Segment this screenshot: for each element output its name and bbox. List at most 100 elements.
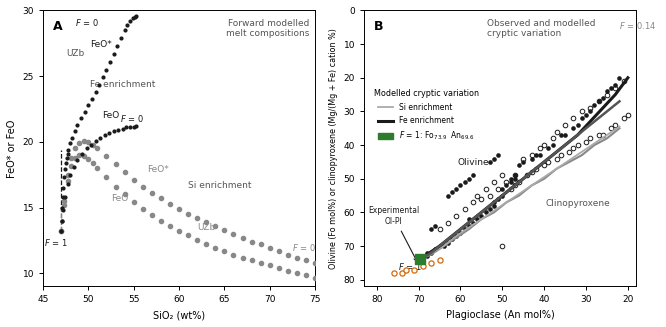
- Point: [577, 115, 587, 121]
- Point: [568, 126, 579, 131]
- Point: [526, 169, 537, 175]
- Text: FeO*: FeO*: [90, 40, 112, 49]
- Point: [535, 146, 545, 151]
- Y-axis label: Olivine (Fo mol%) or clinopyroxene (Mg/(Mg + Fe) cation %): Olivine (Fo mol%) or clinopyroxene (Mg/(…: [329, 28, 338, 269]
- Point: [388, 270, 399, 276]
- Point: [484, 206, 495, 212]
- Point: [585, 136, 595, 141]
- Point: [501, 183, 511, 188]
- Text: FeO: FeO: [111, 194, 129, 203]
- Text: Clinopyroxene: Clinopyroxene: [545, 199, 610, 208]
- Point: [522, 173, 533, 178]
- Point: [618, 115, 629, 121]
- Point: [430, 247, 441, 252]
- Point: [497, 173, 507, 178]
- Point: [526, 153, 537, 158]
- Point: [505, 176, 516, 181]
- X-axis label: SiO₂ (wt%): SiO₂ (wt%): [153, 310, 205, 320]
- Point: [443, 220, 454, 225]
- Point: [593, 99, 604, 104]
- Point: [509, 173, 520, 178]
- Point: [460, 180, 470, 185]
- Text: $\mathit{F}$ = 1: $\mathit{F}$ = 1: [398, 261, 422, 272]
- Point: [589, 102, 599, 107]
- Point: [489, 200, 500, 205]
- Point: [489, 156, 500, 161]
- Point: [426, 250, 436, 255]
- Point: [501, 180, 511, 185]
- Point: [606, 85, 617, 91]
- Point: [505, 186, 516, 192]
- Text: UZb: UZb: [197, 223, 215, 232]
- Point: [455, 183, 466, 188]
- Point: [426, 227, 436, 232]
- Point: [530, 153, 541, 158]
- Point: [610, 85, 621, 91]
- Point: [518, 156, 529, 161]
- Point: [518, 159, 529, 164]
- Point: [493, 196, 503, 201]
- Point: [434, 227, 445, 232]
- Text: FeO*: FeO*: [147, 165, 169, 174]
- Text: Olivine: Olivine: [457, 158, 489, 167]
- Point: [468, 173, 478, 178]
- Text: Fe enrichment: Fe enrichment: [90, 80, 156, 89]
- Point: [460, 206, 470, 212]
- Point: [551, 129, 562, 134]
- Point: [464, 216, 474, 222]
- Point: [597, 95, 608, 101]
- Point: [414, 257, 424, 262]
- Point: [593, 99, 604, 104]
- Point: [438, 244, 449, 249]
- Point: [597, 132, 608, 138]
- Y-axis label: FeO* or FeO: FeO* or FeO: [7, 119, 17, 178]
- Point: [547, 136, 558, 141]
- Point: [543, 146, 553, 151]
- Point: [418, 264, 428, 269]
- Point: [493, 153, 503, 158]
- Point: [509, 183, 520, 188]
- Point: [443, 193, 454, 198]
- Point: [455, 230, 466, 235]
- Text: $\mathit{F}$ = 1: $\mathit{F}$ = 1: [44, 236, 68, 248]
- Point: [418, 257, 428, 262]
- Text: UZb: UZb: [67, 49, 85, 59]
- Point: [601, 89, 612, 94]
- Point: [396, 270, 407, 276]
- Text: $\mathit{F}$ = 0: $\mathit{F}$ = 0: [292, 242, 316, 253]
- Point: [497, 186, 507, 192]
- Point: [535, 153, 545, 158]
- Point: [526, 156, 537, 161]
- Point: [593, 132, 604, 138]
- Text: $\mathit{F}$ = 0: $\mathit{F}$ = 0: [120, 113, 144, 124]
- Point: [543, 159, 553, 164]
- Point: [601, 92, 612, 97]
- Point: [451, 186, 462, 192]
- Text: FeO: FeO: [102, 111, 119, 120]
- Point: [409, 267, 420, 272]
- Point: [581, 112, 591, 117]
- Point: [547, 143, 558, 148]
- Point: [468, 200, 478, 205]
- Point: [572, 143, 583, 148]
- Point: [434, 257, 445, 262]
- Point: [434, 244, 445, 249]
- X-axis label: Plagioclase (An mol%): Plagioclase (An mol%): [446, 310, 555, 320]
- Point: [447, 190, 458, 195]
- Point: [513, 163, 524, 168]
- Point: [415, 257, 426, 262]
- Point: [539, 163, 549, 168]
- Point: [610, 82, 621, 87]
- Text: Observed and modelled
cryptic variation: Observed and modelled cryptic variation: [487, 19, 595, 38]
- Point: [493, 186, 503, 192]
- Point: [443, 240, 454, 245]
- Point: [509, 176, 520, 181]
- Point: [585, 105, 595, 111]
- Point: [606, 126, 617, 131]
- Point: [618, 78, 629, 84]
- Point: [460, 227, 470, 232]
- Point: [513, 180, 524, 185]
- Text: $\mathit{F}$ = 0.14: $\mathit{F}$ = 0.14: [619, 20, 657, 31]
- Point: [422, 253, 432, 259]
- Point: [564, 149, 575, 154]
